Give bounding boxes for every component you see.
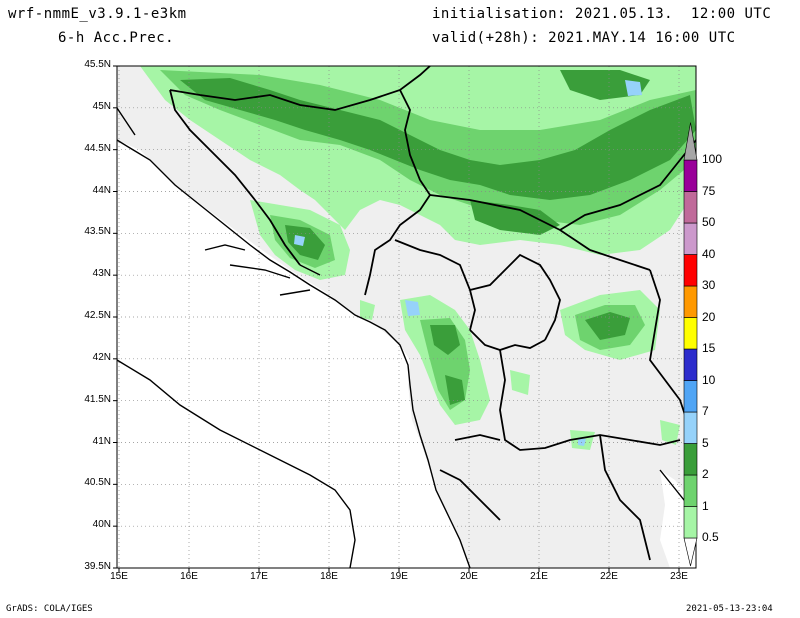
legend-level-label: 40 xyxy=(702,246,716,261)
latitude-label: 43.5N xyxy=(84,226,111,238)
longitude-label: 20E xyxy=(460,571,478,582)
legend-level-label: 1 xyxy=(702,498,709,513)
latitude-label: 45.5N xyxy=(84,59,111,70)
legend-level-label: 50 xyxy=(702,215,716,229)
legend-swatch xyxy=(683,380,698,413)
legend-level-label: 7 xyxy=(702,404,709,418)
longitude-label: 22E xyxy=(600,571,618,582)
footer-credit: GrADS: COLA/IGES xyxy=(6,604,93,614)
footer-timestamp: 2021-05-13-23:04 xyxy=(686,604,773,614)
legend-level-label: 75 xyxy=(702,183,716,198)
precip-5 xyxy=(294,80,642,446)
legend-swatch xyxy=(683,122,698,161)
axis-ticks xyxy=(113,65,680,572)
model-title: wrf-nmmE_v3.9.1-e3km xyxy=(8,6,187,22)
legend-swatch xyxy=(683,159,698,192)
legend-swatch xyxy=(683,506,698,539)
latitude-label: 41N xyxy=(92,435,111,447)
longitude-label: 16E xyxy=(180,571,198,582)
precip-2 xyxy=(180,70,696,405)
longitude-label: 17E xyxy=(250,571,268,582)
graticule xyxy=(117,66,696,568)
latitude-label: 39.5N xyxy=(84,561,111,572)
latitude-label: 45N xyxy=(92,100,111,112)
legend-swatch xyxy=(683,443,698,476)
latitude-label: 41.5N xyxy=(84,393,111,405)
legend-level-label: 0.5 xyxy=(702,530,719,544)
latitude-label: 40.5N xyxy=(84,477,111,489)
legend-swatch xyxy=(683,317,698,350)
init-time: initialisation: 2021.05.13. 12:00 UTC xyxy=(432,6,772,22)
legend-swatch xyxy=(683,222,698,255)
legend-swatch xyxy=(683,348,698,381)
legend-level-label: 100 xyxy=(702,152,723,166)
field-title: 6-h Acc.Prec. xyxy=(58,30,175,46)
latitude-label: 40N xyxy=(92,519,111,531)
legend-level-label: 2 xyxy=(702,467,709,481)
legend-level-label: 15 xyxy=(702,341,716,355)
coastlines xyxy=(117,107,696,568)
longitude-label: 21E xyxy=(530,571,548,582)
adriatic-sea xyxy=(117,140,470,568)
legend-swatch xyxy=(683,285,698,318)
longitude-label: 15E xyxy=(110,571,128,582)
latitude-label: 42N xyxy=(92,351,111,363)
legend-swatch xyxy=(683,191,698,224)
legend-swatch xyxy=(683,474,698,507)
latitude-label: 42.5N xyxy=(84,310,111,321)
country-borders xyxy=(169,66,696,561)
latitude-label: 44.5N xyxy=(84,142,111,154)
longitude-label: 19E xyxy=(390,571,408,582)
legend-swatch xyxy=(683,254,698,287)
longitude-label: 18E xyxy=(320,571,338,582)
precip-legend xyxy=(683,122,698,567)
latitude-label: 43N xyxy=(92,268,111,280)
longitude-label: 23E xyxy=(670,571,688,582)
legend-level-label: 20 xyxy=(702,309,716,324)
valid-time: valid(+28h): 2021.MAY.14 16:00 UTC xyxy=(432,30,736,46)
legend-level-label: 30 xyxy=(702,278,716,292)
legend-level-label: 10 xyxy=(702,372,716,387)
legend-level-label: 5 xyxy=(702,435,709,450)
legend-swatch xyxy=(683,411,698,444)
latitude-label: 44N xyxy=(92,184,111,196)
